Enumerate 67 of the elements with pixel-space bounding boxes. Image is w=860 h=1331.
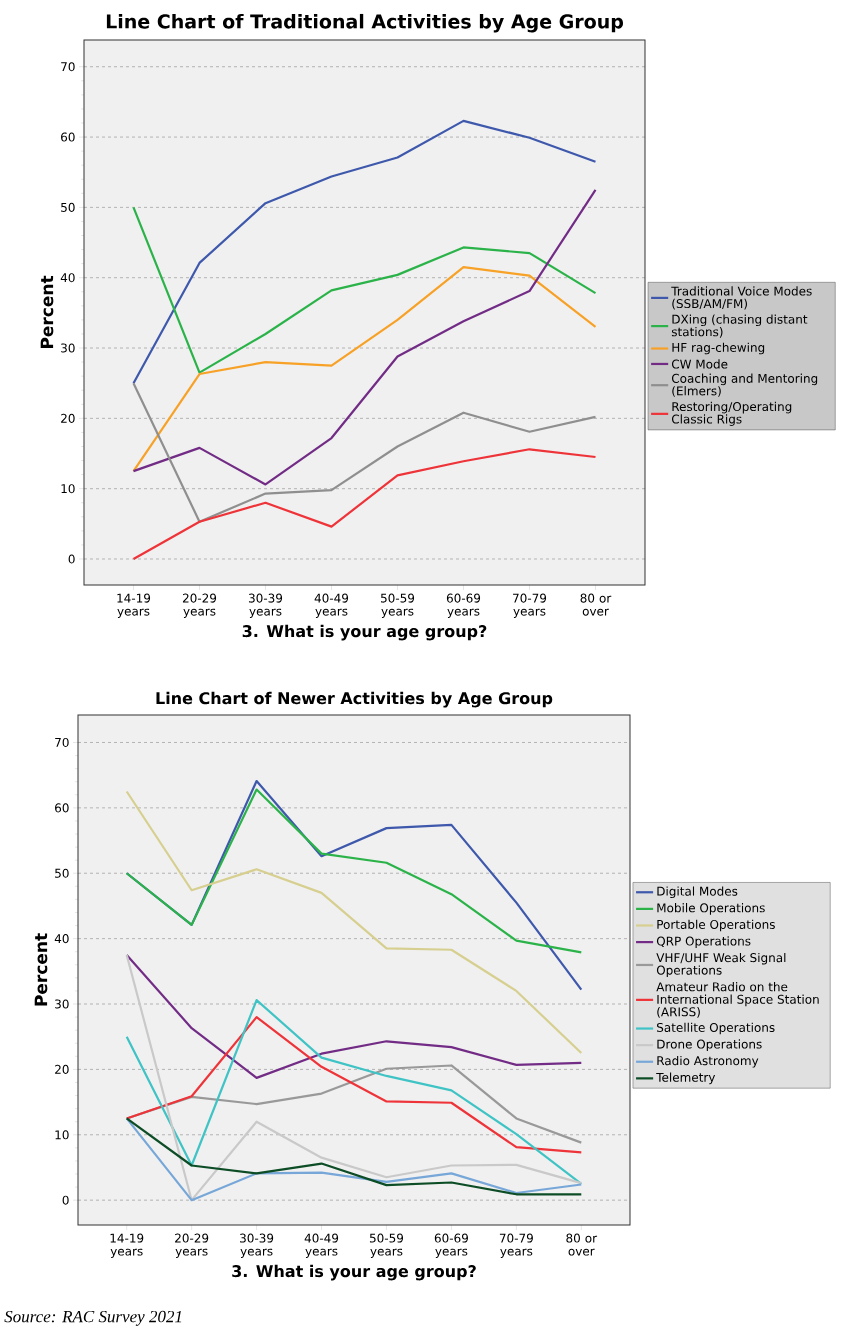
y-tick-label: 40 <box>60 273 75 283</box>
x-tick-label: 40-49 years <box>304 1233 339 1258</box>
line-series <box>125 953 583 1202</box>
source-note: Source: RAC Survey 2021 <box>4 1310 182 1326</box>
y-tick-label: 50 <box>61 202 75 212</box>
x-tick-label: 14-19 years <box>117 593 151 618</box>
y-tick-label: 50 <box>55 868 69 878</box>
x-tick-label: 30-39 years <box>248 593 283 618</box>
legend-label: Telemetry <box>656 1072 716 1085</box>
y-tick-label: 30 <box>61 343 75 353</box>
legend-label: Digital Modes <box>657 886 738 899</box>
y-tick-label: 70 <box>55 737 69 748</box>
legend-label: Radio Astronomy <box>657 1055 759 1068</box>
y-tick-label: 10 <box>55 1130 69 1140</box>
line-series <box>132 382 597 523</box>
y-axis-title: Percent <box>34 933 48 1006</box>
legend-label: Portable Operations <box>657 919 775 932</box>
x-tick-label: 20-29 years <box>182 593 217 618</box>
line-series <box>125 998 583 1185</box>
line-series <box>132 448 597 561</box>
legend-label: Amateur Radio on the International Space Station (ARISS) <box>656 982 819 1018</box>
y-tick-label: 60 <box>55 803 69 813</box>
y-tick-label: 40 <box>54 934 69 944</box>
legend-label: HF rag-chewing <box>672 342 765 355</box>
legend-label: DXing (chasing distant stations) <box>671 314 808 338</box>
legend-label: VHF/UHF Weak Signal Operations <box>656 952 786 978</box>
x-tick-label: 70-79 years <box>513 593 547 618</box>
y-axis-title: Percent <box>40 275 54 349</box>
line-series <box>125 953 583 1079</box>
legend-label: Mobile Operations <box>657 903 765 915</box>
y-tick-label: 0 <box>68 554 75 564</box>
line-series <box>132 266 597 473</box>
y-tick-label: 70 <box>61 62 75 72</box>
x-tick-label: 14-19 years <box>110 1233 144 1258</box>
x-axis-title: 3. What is your age group? <box>232 1264 476 1281</box>
chart-title: Line Chart of Newer Activities by Age Group <box>156 691 553 708</box>
y-tick-label: 60 <box>61 132 75 142</box>
y-tick-label: 10 <box>61 484 75 494</box>
x-tick-label: 70-79 years <box>499 1233 533 1258</box>
legend-label: QRP Operations <box>656 936 751 948</box>
x-tick-label: 80 or over <box>580 593 612 616</box>
x-tick-label: 50-59 years <box>369 1233 404 1258</box>
x-tick-label: 40-49 years <box>314 593 349 618</box>
line-series <box>125 1015 583 1154</box>
x-tick-label: 20-29 years <box>175 1233 209 1258</box>
x-tick-label: 50-59 years <box>380 593 415 618</box>
y-tick-label: 0 <box>62 1195 69 1205</box>
x-axis-title: 3. What is your age group? <box>242 624 487 641</box>
line-series <box>125 790 583 1055</box>
y-tick-label: 20 <box>61 413 75 423</box>
legend-label: CW Mode <box>671 359 728 369</box>
line-series <box>132 188 597 486</box>
legend-label: Drone Operations <box>657 1039 762 1051</box>
line-series <box>125 788 583 954</box>
y-tick-label: 30 <box>55 999 69 1009</box>
x-tick-label: 80 or over <box>566 1233 598 1256</box>
legend-label: Restoring/Operating Classic Rigs <box>671 401 792 426</box>
x-tick-label: 60-69 years <box>434 1233 468 1258</box>
x-tick-label: 30-39 years <box>240 1233 274 1258</box>
chart-title: Line Chart of Traditional Activities by Age Group <box>106 13 623 33</box>
legend-label: Traditional Voice Modes (SSB/AM/FM) <box>671 286 812 310</box>
y-tick-label: 20 <box>55 1064 69 1074</box>
line-series <box>132 206 597 374</box>
legend-label: Coaching and Mentoring (Elmers) <box>671 373 818 397</box>
line-series <box>132 119 597 385</box>
legend-label: Satellite Operations <box>657 1022 775 1035</box>
x-tick-label: 60-69 years <box>446 593 481 618</box>
